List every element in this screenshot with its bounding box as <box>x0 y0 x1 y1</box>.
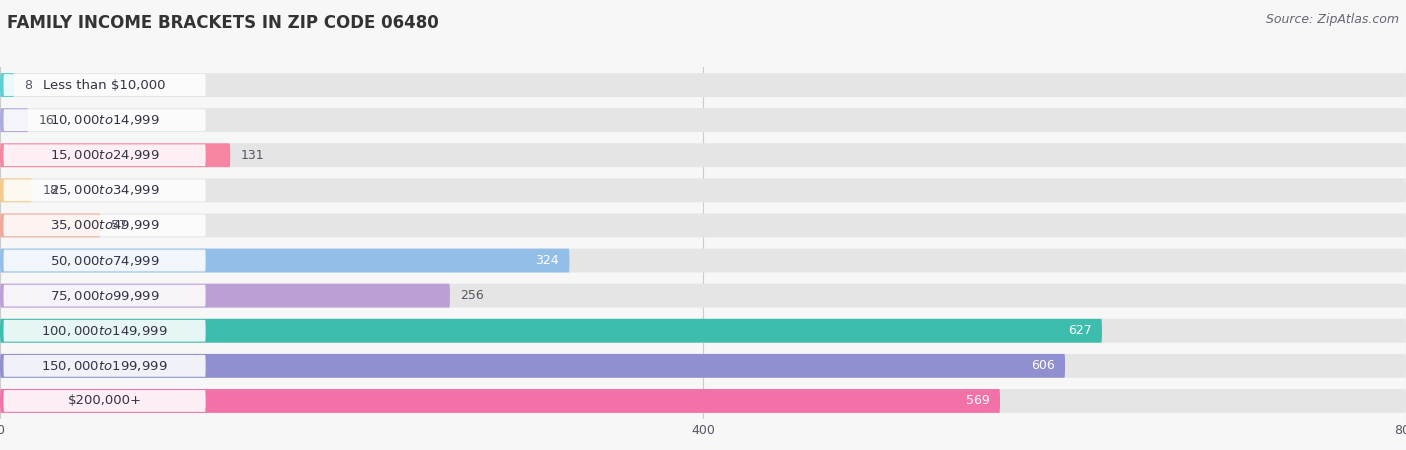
FancyBboxPatch shape <box>0 354 1406 378</box>
FancyBboxPatch shape <box>0 213 1406 238</box>
FancyBboxPatch shape <box>0 248 1406 273</box>
Text: Less than $10,000: Less than $10,000 <box>44 79 166 91</box>
FancyBboxPatch shape <box>0 389 1406 413</box>
FancyBboxPatch shape <box>0 213 100 238</box>
FancyBboxPatch shape <box>3 285 205 306</box>
Text: 606: 606 <box>1031 360 1054 372</box>
Text: 569: 569 <box>966 395 990 407</box>
Text: FAMILY INCOME BRACKETS IN ZIP CODE 06480: FAMILY INCOME BRACKETS IN ZIP CODE 06480 <box>7 14 439 32</box>
Text: 8: 8 <box>25 79 32 91</box>
Text: Source: ZipAtlas.com: Source: ZipAtlas.com <box>1265 14 1399 27</box>
Text: $25,000 to $34,999: $25,000 to $34,999 <box>49 183 159 198</box>
Text: 18: 18 <box>42 184 58 197</box>
Text: 131: 131 <box>240 149 264 162</box>
FancyBboxPatch shape <box>3 180 205 201</box>
FancyBboxPatch shape <box>3 109 205 131</box>
Text: $75,000 to $99,999: $75,000 to $99,999 <box>49 288 159 303</box>
Text: $100,000 to $149,999: $100,000 to $149,999 <box>41 324 167 338</box>
FancyBboxPatch shape <box>0 389 1000 413</box>
FancyBboxPatch shape <box>3 250 205 271</box>
FancyBboxPatch shape <box>0 73 14 97</box>
FancyBboxPatch shape <box>0 284 1406 308</box>
FancyBboxPatch shape <box>0 178 32 202</box>
Text: 57: 57 <box>111 219 127 232</box>
FancyBboxPatch shape <box>0 108 28 132</box>
FancyBboxPatch shape <box>3 215 205 236</box>
FancyBboxPatch shape <box>0 108 1406 132</box>
Text: $150,000 to $199,999: $150,000 to $199,999 <box>41 359 167 373</box>
FancyBboxPatch shape <box>3 320 205 342</box>
FancyBboxPatch shape <box>0 319 1102 343</box>
Text: $10,000 to $14,999: $10,000 to $14,999 <box>49 113 159 127</box>
Text: 256: 256 <box>461 289 484 302</box>
FancyBboxPatch shape <box>3 144 205 166</box>
FancyBboxPatch shape <box>3 355 205 377</box>
FancyBboxPatch shape <box>0 354 1066 378</box>
FancyBboxPatch shape <box>0 143 1406 167</box>
FancyBboxPatch shape <box>0 73 1406 97</box>
FancyBboxPatch shape <box>0 248 569 273</box>
Text: 16: 16 <box>39 114 55 126</box>
Text: $50,000 to $74,999: $50,000 to $74,999 <box>49 253 159 268</box>
FancyBboxPatch shape <box>0 319 1406 343</box>
Text: 627: 627 <box>1067 324 1091 337</box>
FancyBboxPatch shape <box>3 74 205 96</box>
FancyBboxPatch shape <box>0 178 1406 202</box>
Text: $35,000 to $49,999: $35,000 to $49,999 <box>49 218 159 233</box>
FancyBboxPatch shape <box>0 143 231 167</box>
FancyBboxPatch shape <box>3 390 205 412</box>
Text: 324: 324 <box>536 254 560 267</box>
Text: $200,000+: $200,000+ <box>67 395 142 407</box>
Text: $15,000 to $24,999: $15,000 to $24,999 <box>49 148 159 162</box>
FancyBboxPatch shape <box>0 284 450 308</box>
